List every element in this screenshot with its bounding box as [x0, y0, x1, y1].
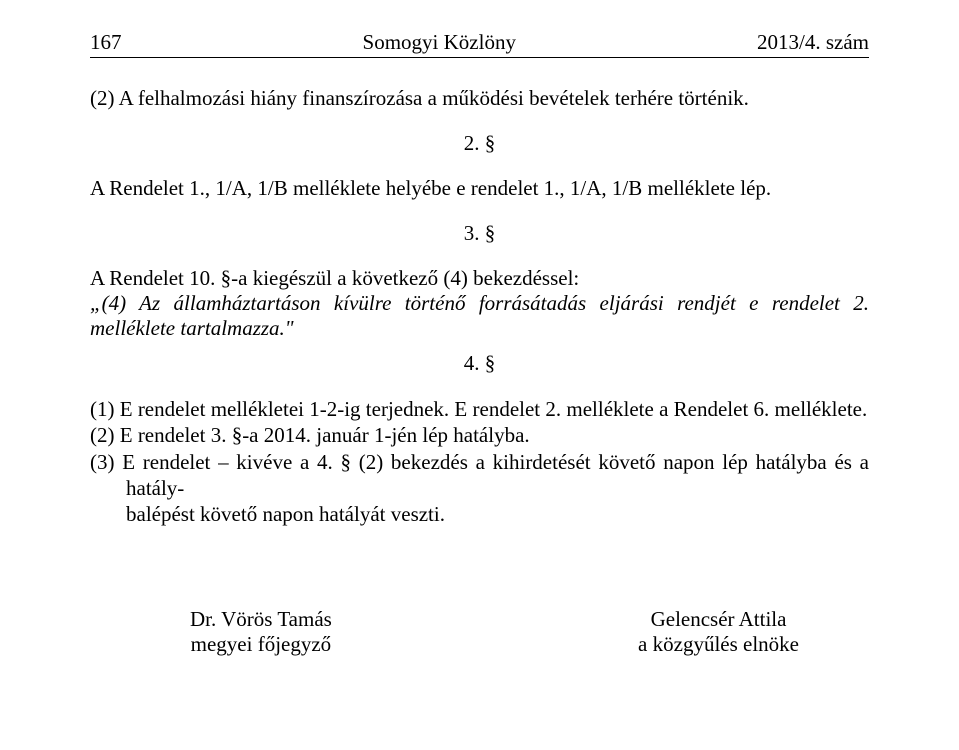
header-title: Somogyi Közlöny — [363, 30, 516, 55]
header-rule — [90, 57, 869, 58]
header-issue: 2013/4. szám — [757, 30, 869, 55]
ordered-item-1: (1) E rendelet mellékletei 1-2-ig terjed… — [90, 396, 869, 422]
section-3: 3. § — [90, 221, 869, 246]
signature-row: Dr. Vörös Tamás megyei főjegyző Gelencsé… — [90, 607, 869, 657]
section3-lead: A Rendelet 10. §-a kiegészül a következő… — [90, 266, 579, 290]
ordered-item-3-line1: (3) E rendelet – kivéve a 4. § (2) bekez… — [90, 449, 869, 502]
section3-quote: „(4) Az államháztartáson kívülre történő… — [90, 291, 869, 340]
ordered-item-2: (2) E rendelet 3. §-a 2014. január 1-jén… — [90, 422, 869, 448]
signer-right-name: Gelencsér Attila — [638, 607, 799, 632]
paragraph-section2: A Rendelet 1., 1/A, 1/B melléklete helyé… — [90, 176, 869, 201]
ordered-item-3-line2: balépést követő napon hatályát veszti. — [90, 501, 869, 527]
section-2: 2. § — [90, 131, 869, 156]
signature-left: Dr. Vörös Tamás megyei főjegyző — [190, 607, 332, 657]
paragraph-2-2: (2) A felhalmozási hiány finanszírozása … — [90, 86, 869, 111]
document-page: 167 Somogyi Közlöny 2013/4. szám (2) A f… — [0, 0, 959, 687]
signature-right: Gelencsér Attila a közgyűlés elnöke — [638, 607, 799, 657]
paragraph-section3: A Rendelet 10. §-a kiegészül a következő… — [90, 266, 869, 341]
section-4: 4. § — [90, 351, 869, 376]
signer-right-title: a közgyűlés elnöke — [638, 632, 799, 657]
signer-left-name: Dr. Vörös Tamás — [190, 607, 332, 632]
signer-left-title: megyei főjegyző — [190, 632, 332, 657]
page-number: 167 — [90, 30, 122, 55]
page-header: 167 Somogyi Közlöny 2013/4. szám — [90, 30, 869, 55]
